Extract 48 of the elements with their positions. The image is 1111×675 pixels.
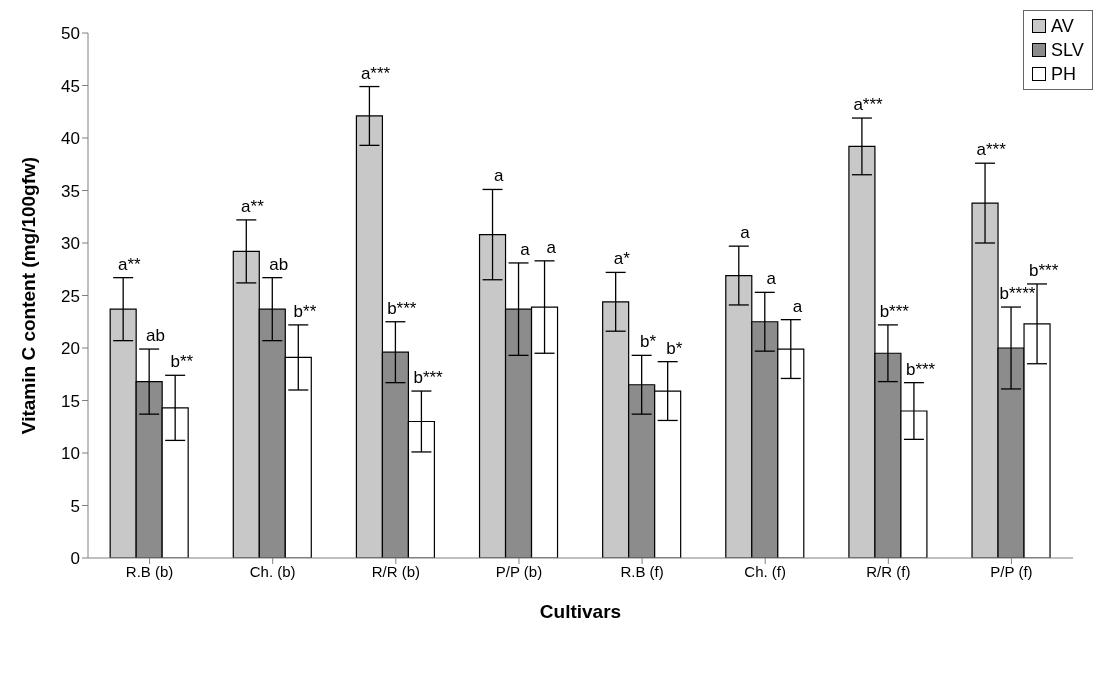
y-tick-label: 25: [61, 286, 80, 306]
legend-label: AV: [1051, 15, 1074, 38]
y-axis-title: Vitamin C content (mg/100gfw): [17, 156, 39, 435]
annotation: a*: [613, 249, 631, 269]
annotation: ab: [269, 254, 289, 274]
annotation: a***: [976, 140, 1007, 160]
annotation: b***: [387, 298, 417, 318]
x-axis-title: Cultivars: [539, 601, 622, 622]
x-tick-label: R/R (b): [371, 562, 420, 580]
legend-label: PH: [1051, 63, 1077, 86]
annotation: a: [546, 237, 557, 257]
annotation: a***: [360, 63, 391, 83]
x-tick-label: R.B (b): [125, 562, 174, 580]
annotation: a**: [241, 196, 265, 216]
y-tick-label: 40: [61, 129, 80, 149]
x-tick-label: Ch. (b): [249, 562, 296, 580]
y-tick-label: 30: [61, 234, 80, 254]
y-tick-label: 15: [61, 391, 80, 411]
x-tick-label: R.B (f): [620, 562, 664, 580]
annotation: a: [792, 296, 803, 316]
y-tick-label: 5: [70, 496, 80, 516]
legend-label: SLV: [1051, 39, 1084, 62]
annotation: a***: [853, 95, 884, 115]
annotation: a**: [117, 254, 142, 274]
x-tick-label: R/R (f): [866, 562, 911, 580]
annotation: ab: [146, 326, 166, 346]
annotation: b***: [413, 368, 444, 388]
y-tick-label: 20: [61, 339, 80, 359]
y-tick-label: 45: [61, 76, 80, 96]
x-tick-label: Ch. (f): [744, 562, 787, 580]
y-tick-label: 35: [61, 181, 80, 201]
annotation: b*: [666, 338, 683, 358]
annotation: b****: [999, 284, 1036, 304]
annotation: b***: [905, 359, 936, 379]
annotation: b**: [170, 352, 194, 372]
annotation: a: [740, 223, 751, 243]
y-tick-label: 10: [61, 444, 80, 464]
y-tick-label: 50: [61, 24, 80, 44]
x-tick-label: P/P (b): [495, 562, 543, 580]
annotation: b***: [1029, 260, 1059, 280]
annotation: a: [493, 166, 504, 186]
annotation: b***: [879, 301, 910, 321]
annotation: b**: [293, 301, 317, 321]
x-tick-label: P/P (f): [990, 562, 1033, 580]
annotation: a: [766, 269, 777, 289]
annotation: a: [520, 239, 531, 259]
y-tick-label: 0: [70, 549, 80, 569]
annotation: b*: [640, 332, 657, 352]
